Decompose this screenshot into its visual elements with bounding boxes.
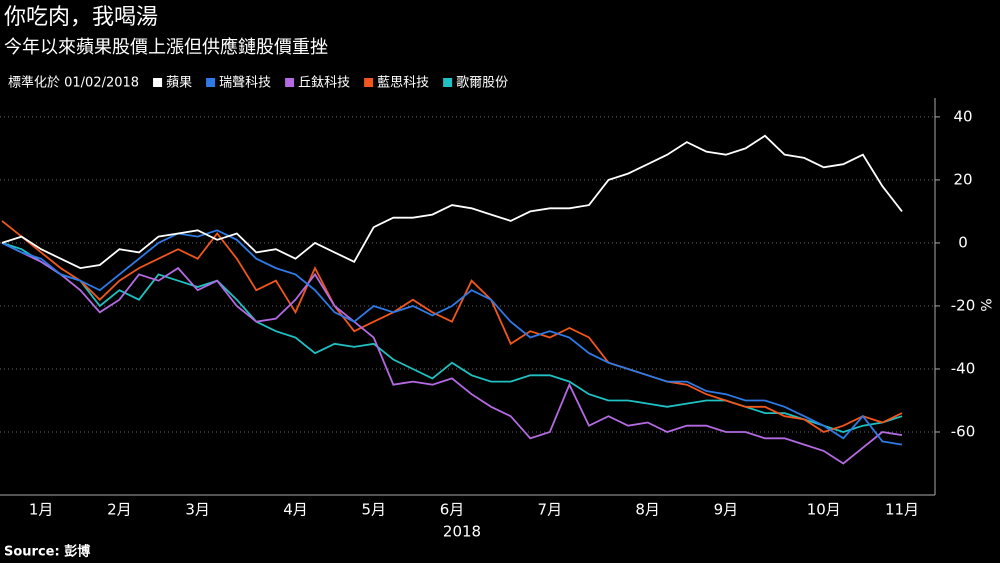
legend-label: 丘鈦科技	[298, 76, 350, 91]
legend-swatch	[206, 78, 216, 87]
legend-swatch	[153, 78, 163, 87]
y-tick-label: -40	[951, 359, 976, 377]
legend-label: 瑞聲科技	[219, 75, 271, 91]
x-tick-label: 9月	[714, 501, 739, 519]
x-tick-label: 3月	[185, 501, 210, 519]
legend-note: 標準化於 01/02/2018	[8, 75, 139, 91]
series-line	[1, 229, 903, 446]
x-tick-label: 10月	[807, 501, 841, 519]
y-tick-label: -20	[951, 296, 976, 314]
x-tick-label: 11月	[885, 501, 919, 519]
x-tick-label: 2月	[107, 501, 132, 519]
series-line	[1, 220, 903, 433]
chart-title: 你吃肉，我喝湯	[4, 5, 158, 30]
chart-subtitle: 今年以來蘋果股價上漲但供應鏈股價重挫	[4, 36, 328, 58]
x-tick-label: 1月	[29, 501, 54, 519]
source: Source: 彭博	[4, 544, 90, 560]
x-tick-label: 5月	[361, 501, 386, 519]
y-tick-label: -60	[951, 422, 976, 440]
x-axis-label: 2018	[443, 523, 481, 541]
x-tick-label: 7月	[538, 501, 563, 519]
x-tick-label: 4月	[283, 501, 308, 519]
y-tick-label: 20	[953, 170, 972, 188]
series-line	[1, 134, 903, 270]
series-line	[1, 242, 903, 433]
legend-label: 藍思科技	[377, 76, 429, 91]
y-axis-label: %	[977, 298, 993, 311]
legend-swatch	[443, 78, 453, 87]
legend-label: 歌爾股份	[456, 76, 508, 91]
x-tick-label: 6月	[440, 501, 465, 519]
legend-label: 蘋果	[166, 76, 192, 91]
series-line	[1, 242, 903, 465]
y-tick-label: 40	[953, 107, 972, 125]
y-tick-label: 0	[958, 233, 968, 251]
legend-swatch	[364, 78, 374, 87]
legend-swatch	[285, 78, 295, 87]
x-tick-label: 8月	[635, 501, 660, 519]
